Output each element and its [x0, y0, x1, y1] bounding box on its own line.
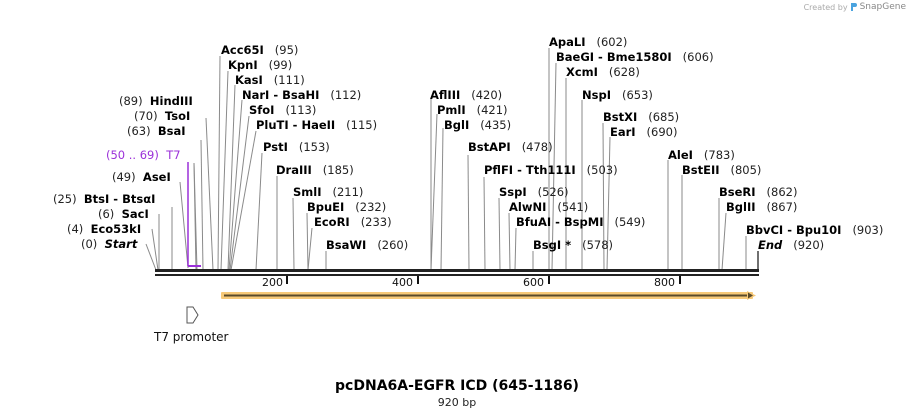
snapgene-logo-icon: [850, 3, 857, 11]
site-kpni[interactable]: KpnI (99): [228, 58, 293, 72]
map-title: pcDNA6A-EGFR ICD (645-1186): [335, 378, 579, 394]
site-apali[interactable]: ApaLI (602): [549, 35, 628, 49]
snapgene-credit: Created by SnapGene: [804, 2, 906, 12]
site-ecori[interactable]: EcoRI (233): [314, 215, 392, 229]
site-bsteii[interactable]: BstEII (805): [682, 163, 762, 177]
site-btsi[interactable]: (25) BtsI - BtsαI: [53, 192, 156, 206]
site-bstapi[interactable]: BstAPI (478): [468, 140, 553, 154]
site-saci[interactable]: (6) SacI: [98, 207, 149, 221]
site-baegi[interactable]: BaeGI - Bme1580I (606): [556, 50, 714, 64]
tick-200: 200: [262, 276, 283, 289]
site-kasi[interactable]: KasI (111): [235, 73, 305, 87]
site-nari[interactable]: NarI - BsaHI (112): [242, 88, 362, 102]
site-pmli[interactable]: PmlI (421): [437, 103, 508, 117]
site-psti[interactable]: PstI (153): [263, 140, 330, 154]
site-hindiii[interactable]: (89) HindIII: [119, 94, 193, 108]
tick-400: 400: [392, 276, 413, 289]
site-afliii[interactable]: AflIII (420): [430, 88, 503, 102]
leader-lines: [145, 48, 747, 271]
credit-brand: SnapGene: [859, 2, 906, 12]
feature-t7[interactable]: (50 .. 69) T7: [106, 148, 181, 162]
site-bgli[interactable]: BglI (435): [444, 118, 512, 132]
tick-600: 600: [523, 276, 544, 289]
site-tsoi[interactable]: (70) TsoI: [134, 109, 191, 123]
site-eari[interactable]: EarI (690): [610, 125, 678, 139]
site-pluti[interactable]: PluTI - HaeII (115): [256, 118, 378, 132]
credit-prefix: Created by: [803, 2, 848, 12]
site-bstxi[interactable]: BstXI (685): [603, 110, 680, 124]
site-start[interactable]: (0) Start: [81, 237, 138, 251]
site-nspi[interactable]: NspI (653): [582, 88, 653, 102]
site-alwni[interactable]: AlwNI (541): [509, 200, 589, 214]
backbone-top: [155, 269, 759, 272]
site-bpuei[interactable]: BpuEI (232): [307, 200, 387, 214]
site-eco53ki[interactable]: (4) Eco53kI: [67, 222, 142, 236]
site-bglii[interactable]: BglII (867): [726, 200, 798, 214]
map-length: 920 bp: [437, 396, 477, 409]
backbone-bottom: [155, 274, 759, 276]
tick-800: 800: [654, 276, 675, 289]
site-bsgi[interactable]: BsgI * (578): [533, 238, 614, 252]
site-asei[interactable]: (49) AseI: [112, 170, 171, 184]
site-bseri[interactable]: BseRI (862): [719, 185, 798, 199]
site-bsawi[interactable]: BsaWI (260): [326, 238, 409, 252]
site-bsai[interactable]: (63) BsaI: [127, 124, 186, 138]
site-sspi[interactable]: SspI (526): [499, 185, 569, 199]
site-bbvci[interactable]: BbvCI - Bpu10I (903): [746, 223, 884, 237]
site-alei[interactable]: AleI (783): [668, 148, 735, 162]
t7-promoter-arrow-icon: [186, 306, 199, 324]
site-sfoi[interactable]: SfoI (113): [249, 103, 317, 117]
site-smli[interactable]: SmlI (211): [293, 185, 364, 199]
site-bfuai[interactable]: BfuAI - BspMI (549): [516, 215, 646, 229]
site-xcmi[interactable]: XcmI (628): [566, 65, 640, 79]
site-end[interactable]: End (920): [758, 238, 825, 252]
site-pflfi[interactable]: PflFI - Tth111I (503): [484, 163, 618, 177]
site-acc65i[interactable]: Acc65I (95): [221, 43, 299, 57]
t7-promoter-label[interactable]: T7 promoter: [154, 330, 229, 344]
site-draiii[interactable]: DraIII (185): [276, 163, 354, 177]
